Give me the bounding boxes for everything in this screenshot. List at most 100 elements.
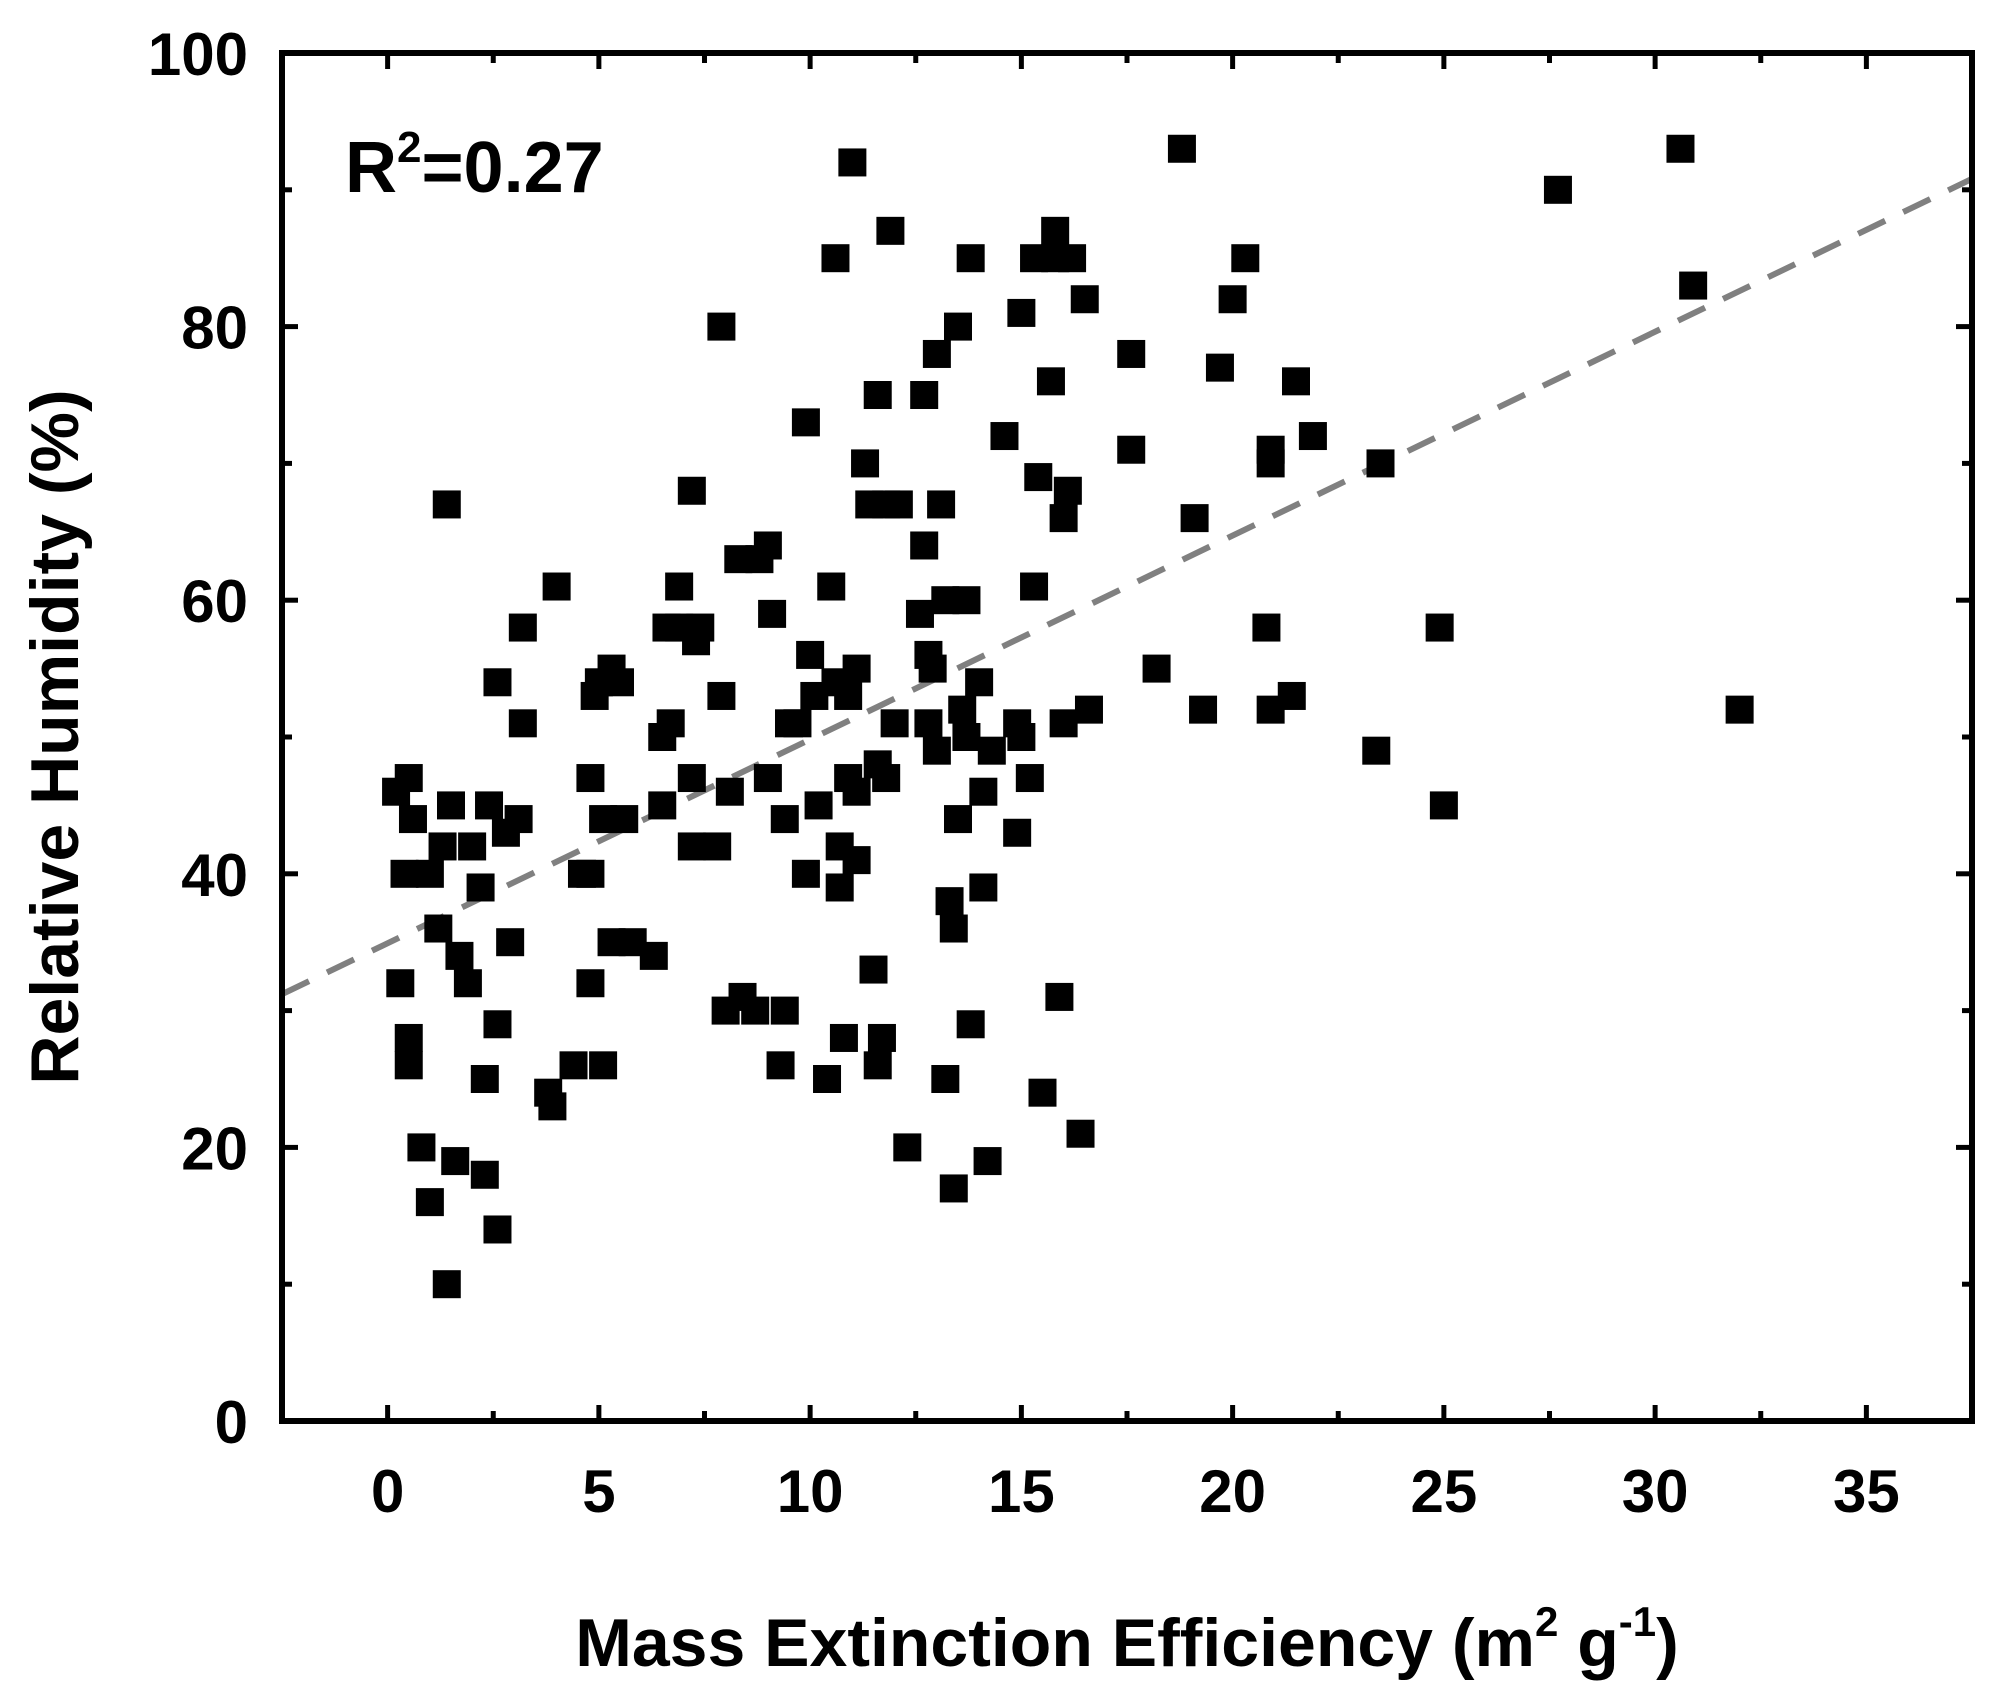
data-point — [394, 1051, 423, 1080]
data-point — [1049, 504, 1078, 533]
data-point — [838, 148, 867, 177]
data-point — [466, 873, 495, 902]
data-point — [610, 805, 639, 834]
data-point — [956, 1010, 985, 1039]
data-point — [1205, 353, 1234, 382]
data-point — [576, 859, 605, 888]
data-point — [1066, 1119, 1095, 1148]
data-point — [952, 723, 981, 751]
x-axis-title-mid: g — [1558, 1605, 1618, 1681]
data-point — [1036, 367, 1065, 396]
data-point — [939, 914, 968, 943]
data-point — [893, 1133, 922, 1162]
data-point — [914, 709, 943, 738]
data-point — [648, 791, 677, 820]
data-point — [834, 681, 863, 710]
data-point — [783, 709, 812, 738]
x-tick-label: 25 — [1411, 1458, 1478, 1525]
data-point — [935, 887, 964, 916]
data-point — [715, 777, 744, 806]
data-point — [496, 928, 525, 957]
r-squared-base: R — [345, 128, 397, 208]
data-point — [665, 572, 694, 601]
data-point — [973, 1147, 1002, 1176]
data-point — [770, 805, 799, 834]
data-point — [842, 654, 871, 683]
data-point — [859, 955, 888, 984]
data-point — [1117, 435, 1146, 464]
data-point — [508, 709, 537, 738]
data-point — [863, 1051, 892, 1080]
y-axis-title: Relative Humidity (%) — [17, 389, 93, 1084]
data-point — [1725, 695, 1754, 724]
data-point — [639, 941, 668, 970]
data-point — [1049, 709, 1078, 738]
x-axis-title-sup2: -1 — [1619, 1598, 1656, 1645]
data-point — [424, 914, 453, 943]
data-point — [829, 1023, 858, 1052]
y-tick-label: 40 — [181, 842, 248, 909]
data-point — [753, 764, 782, 793]
data-point — [606, 668, 634, 697]
data-point — [944, 312, 972, 341]
data-point — [965, 668, 994, 697]
data-point — [977, 736, 1006, 765]
data-point — [876, 216, 905, 245]
data-point — [475, 791, 504, 820]
data-point — [432, 490, 461, 519]
data-point — [842, 846, 871, 875]
data-point — [969, 777, 998, 806]
data-point — [1543, 175, 1572, 204]
data-point — [1053, 476, 1082, 505]
y-tick-label: 80 — [181, 295, 248, 362]
data-point — [1666, 134, 1695, 163]
x-tick-label: 0 — [371, 1458, 404, 1525]
data-point — [686, 613, 715, 642]
data-point — [766, 1051, 795, 1080]
data-point — [589, 1051, 618, 1080]
data-point — [1041, 216, 1070, 245]
data-point — [441, 1147, 470, 1176]
data-point — [1298, 422, 1327, 451]
data-point — [407, 1133, 436, 1162]
data-point — [470, 1160, 499, 1189]
data-point — [508, 613, 537, 642]
data-point — [842, 777, 871, 806]
x-tick-label: 30 — [1622, 1458, 1689, 1525]
data-point — [922, 339, 951, 368]
r-squared-annotation: R2=0.27 — [345, 123, 604, 208]
x-tick-label: 15 — [988, 1458, 1055, 1525]
data-point — [677, 764, 706, 793]
data-point — [1277, 681, 1306, 710]
data-point — [910, 531, 939, 560]
data-point — [415, 859, 444, 888]
x-tick-label: 10 — [777, 1458, 844, 1525]
data-point — [867, 1023, 896, 1052]
y-tick-label: 60 — [181, 568, 248, 635]
data-point — [483, 668, 512, 697]
data-point — [1425, 613, 1454, 642]
data-point — [386, 969, 415, 998]
data-point — [453, 969, 482, 998]
data-point — [394, 764, 423, 793]
data-point — [707, 681, 736, 710]
data-point — [922, 736, 951, 765]
y-tick-label: 100 — [148, 21, 248, 88]
data-point — [863, 381, 892, 409]
data-point — [821, 244, 850, 273]
data-point — [931, 1065, 960, 1093]
data-point — [880, 709, 909, 738]
data-point — [939, 1174, 968, 1203]
data-point — [956, 244, 985, 273]
data-point — [1282, 367, 1310, 396]
x-tick-label: 5 — [582, 1458, 615, 1525]
y-tick-label: 0 — [215, 1389, 248, 1456]
data-point — [398, 805, 427, 834]
data-point — [990, 422, 1019, 451]
data-point — [791, 859, 820, 888]
data-point — [1007, 298, 1036, 327]
data-point — [1028, 1078, 1057, 1107]
data-point — [1429, 791, 1458, 820]
data-point — [1180, 504, 1209, 533]
